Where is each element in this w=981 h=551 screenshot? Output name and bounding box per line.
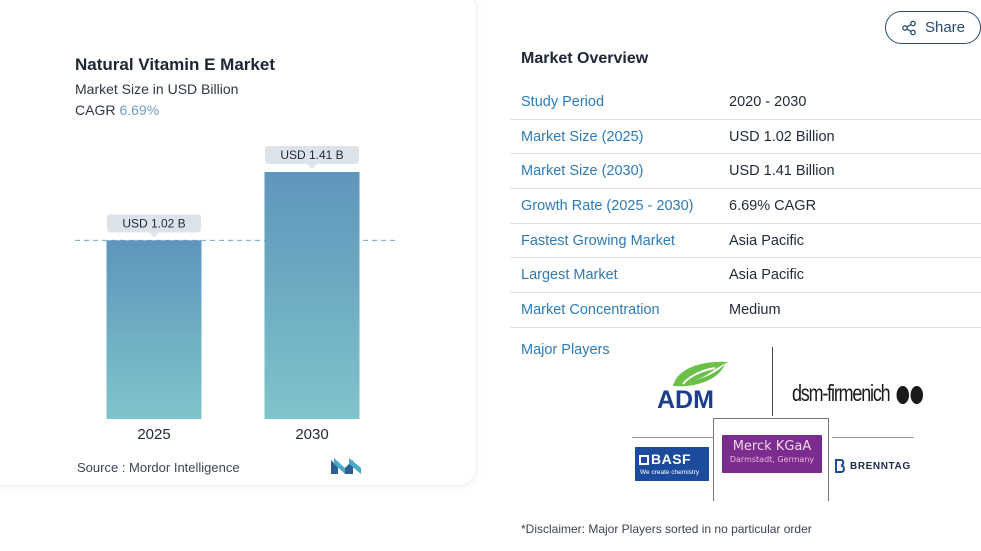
overview-row: Largest Market Asia Pacific (510, 258, 981, 294)
adm-logo-text: ADM (657, 386, 714, 410)
chart-subtitle: Market Size in USD Billion (75, 81, 239, 97)
brenntag-logo[interactable]: BRENNTAG (835, 459, 911, 473)
overview-row-label: Growth Rate (2025 - 2030) (521, 197, 694, 214)
basf-logo-text: BASF (639, 451, 691, 467)
major-players-label: Major Players (521, 342, 610, 358)
share-label: Share (924, 19, 966, 36)
overview-table: Study Period 2020 - 2030 Market Size (2025… (510, 85, 981, 328)
x-tick-label: 2025 (137, 426, 170, 443)
overview-row: Market Size (2030) USD 1.41 Billion (510, 154, 981, 190)
chart-cagr: CAGR 6.69% (75, 102, 159, 118)
overview-title: Market Overview (521, 50, 649, 67)
basf-tagline: We create chemistry (640, 469, 700, 476)
bar-2025 (106, 240, 202, 419)
players-divider-box-right (828, 418, 829, 501)
chart-title: Natural Vitamin E Market (75, 55, 275, 74)
players-divider-box-top (713, 418, 829, 419)
merck-logo[interactable]: Merck KGaA Darmstadt, Germany (722, 435, 822, 473)
bar-2030 (264, 172, 360, 419)
bar-chart: USD 1.02 B 2025 USD 1.41 B 2030 (75, 146, 395, 443)
data-label: USD 1.02 B (122, 216, 185, 230)
data-label-pointer (149, 232, 159, 238)
x-tick-label: 2030 (295, 426, 328, 443)
basf-square-icon (639, 455, 649, 466)
overview-row: Growth Rate (2025 - 2030) 6.69% CAGR (510, 189, 981, 224)
overview-row: Fastest Growing Market Asia Pacific (510, 224, 981, 259)
chart-source: Source : Mordor Intelligence (77, 460, 240, 475)
merck-logo-text: Merck KGaA (732, 439, 812, 454)
source-name: Mordor Intelligence (129, 460, 240, 475)
source-label: Source : (77, 460, 126, 475)
dsm-firmenich-logo[interactable]: dsm-firmenich (792, 380, 926, 407)
mordor-intelligence-logo-icon (331, 458, 361, 474)
overview-row-value: Asia Pacific (729, 267, 804, 284)
disclaimer: *Disclaimer: Major Players sorted in no … (521, 522, 812, 536)
brenntag-logo-text: BRENNTAG (850, 460, 911, 472)
overview-row-value: USD 1.41 Billion (729, 163, 835, 180)
data-label-box (107, 214, 201, 233)
overview-row-value: 2020 - 2030 (729, 93, 807, 110)
overview-row-label: Study Period (521, 93, 605, 110)
overview-row-label: Market Size (2030) (521, 163, 644, 180)
data-label: USD 1.41 B (280, 148, 343, 162)
dsm-logo-text: dsm-firmenich (792, 380, 891, 406)
players-divider-vertical-top (772, 347, 773, 416)
adm-leaf-icon: ADM (657, 361, 729, 414)
overview-row-label: Largest Market (521, 267, 618, 284)
overview-row-label: Market Size (2025) (521, 128, 644, 145)
players-divider-horizontal-right (832, 437, 914, 438)
cagr-label: CAGR (75, 102, 116, 118)
overview-row: Market Concentration Medium (510, 293, 981, 328)
cagr-value: 6.69% (119, 102, 160, 118)
dsm-dots-icon (896, 385, 923, 404)
players-divider-horizontal-left (632, 437, 714, 438)
players-divider-box-left (713, 418, 714, 501)
overview-row-value: 6.69% CAGR (729, 197, 817, 214)
overview-row: Study Period 2020 - 2030 (510, 85, 981, 120)
merck-logo-subtext: Darmstadt, Germany (729, 455, 815, 464)
data-label-pointer (307, 164, 317, 169)
share-button[interactable]: Share (885, 11, 981, 44)
overview-row-label: Fastest Growing Market (521, 232, 675, 249)
adm-logo[interactable]: ADM (655, 358, 739, 415)
share-icon (902, 20, 916, 35)
data-label-box (265, 146, 359, 164)
brenntag-b-icon (835, 459, 845, 473)
overview-row-value: Medium (729, 301, 781, 318)
basf-name: BASF (651, 451, 692, 467)
overview-row-label: Market Concentration (521, 301, 660, 318)
chart-card (0, 0, 477, 486)
overview-row-value: Asia Pacific (729, 232, 804, 249)
overview-row: Market Size (2025) USD 1.02 Billion (510, 120, 981, 155)
basf-logo[interactable]: BASF We create chemistry (635, 447, 709, 481)
overview-row-value: USD 1.02 Billion (729, 128, 835, 145)
